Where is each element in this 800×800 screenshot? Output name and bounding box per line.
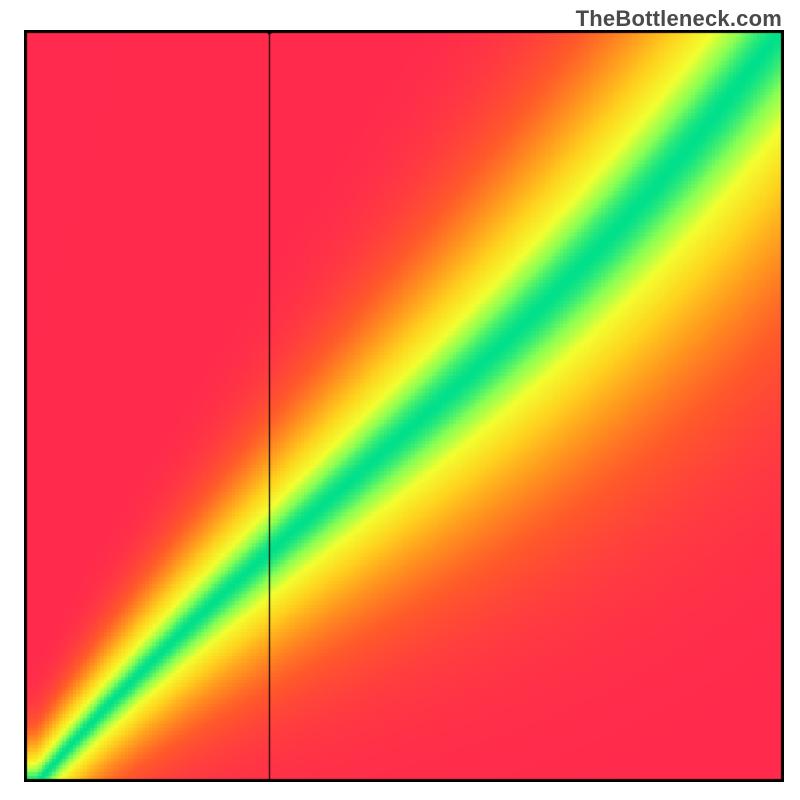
watermark-text: TheBottleneck.com (576, 6, 782, 32)
chart-container: { "watermark": { "text": "TheBottleneck.… (0, 0, 800, 800)
heatmap-canvas (24, 30, 784, 782)
